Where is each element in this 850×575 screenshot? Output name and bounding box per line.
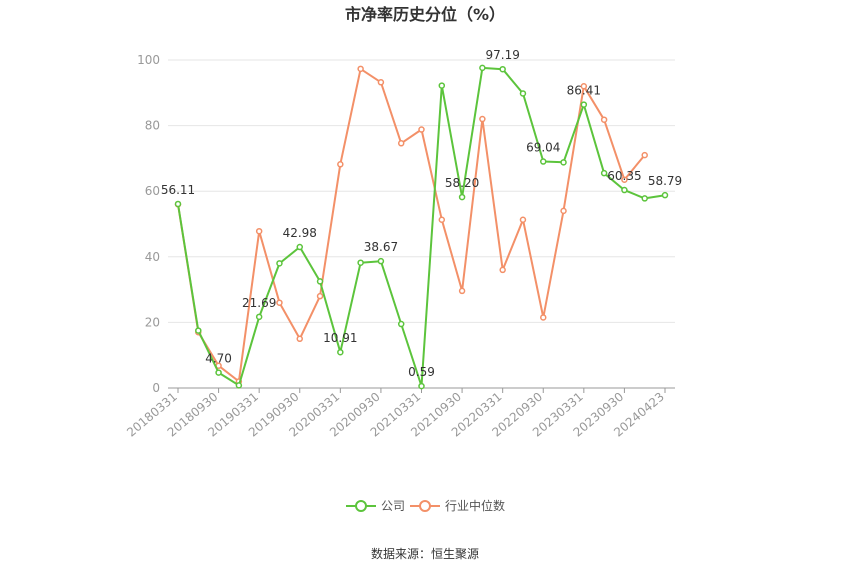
legend-item-industry-median[interactable]: 行业中位数: [410, 498, 505, 513]
data-point[interactable]: [296, 335, 303, 343]
series-line: [177, 66, 666, 388]
legend-industry-label: 行业中位数: [445, 498, 505, 513]
legend-company-label: 公司: [381, 499, 405, 513]
data-point[interactable]: [296, 243, 303, 251]
legend-industry-swatch-marker: [419, 500, 431, 512]
axes: 0204060801002018033120180930201903312019…: [124, 53, 675, 440]
data-source: 数据来源：恒生聚源: [371, 546, 479, 561]
series-0: [174, 64, 669, 390]
data-point[interactable]: [276, 260, 283, 267]
data-point[interactable]: [397, 320, 405, 328]
data-point[interactable]: [377, 257, 385, 265]
data-point[interactable]: [560, 159, 567, 166]
data-point[interactable]: [357, 259, 364, 266]
data-point[interactable]: [661, 191, 669, 199]
series-lines: [174, 64, 669, 390]
data-point[interactable]: [519, 216, 527, 223]
data-point[interactable]: [438, 82, 446, 89]
series-line: [177, 67, 646, 383]
legend-item-company[interactable]: 公司: [346, 499, 405, 513]
data-point[interactable]: [540, 314, 547, 321]
y-tick-label: 0: [152, 381, 160, 395]
data-point[interactable]: [418, 126, 425, 133]
data-point[interactable]: [255, 313, 263, 321]
y-tick-label: 100: [137, 53, 160, 67]
data-label: 38.67: [364, 240, 398, 254]
data-point[interactable]: [641, 151, 648, 159]
data-point[interactable]: [600, 116, 608, 123]
data-label: 10.91: [323, 331, 357, 345]
legend-company-swatch-marker: [355, 500, 367, 512]
data-point[interactable]: [479, 115, 486, 123]
y-tick-label: 80: [145, 119, 160, 133]
data-label: 21.69: [242, 296, 276, 310]
data-labels: 56.11 4.70 21.69 42.98 10.91 38.67 0.59 58.20 97…: [161, 48, 682, 379]
legend: 公司 行业中位数: [346, 498, 505, 513]
data-point[interactable]: [540, 158, 547, 165]
data-label: 69.04: [526, 141, 560, 155]
data-point[interactable]: [337, 348, 344, 356]
data-point[interactable]: [600, 169, 608, 177]
data-point[interactable]: [458, 193, 466, 201]
data-point[interactable]: [215, 369, 222, 376]
data-label: 56.11: [161, 183, 195, 197]
data-point[interactable]: [499, 65, 506, 73]
chart-title: 市净率历史分位（%）: [345, 5, 505, 24]
y-tick-label: 20: [145, 315, 160, 329]
data-point[interactable]: [174, 200, 182, 208]
data-label: 86.41: [567, 84, 601, 98]
data-point[interactable]: [255, 227, 263, 235]
data-label: 4.70: [205, 352, 232, 366]
data-point[interactable]: [621, 176, 628, 183]
y-tick-label: 40: [145, 250, 160, 264]
data-point[interactable]: [499, 266, 506, 274]
data-label: 0.59: [408, 365, 435, 379]
data-point[interactable]: [316, 278, 324, 285]
data-point[interactable]: [519, 90, 527, 97]
data-point[interactable]: [418, 382, 425, 390]
data-point[interactable]: [235, 382, 243, 389]
data-point[interactable]: [458, 287, 466, 295]
data-point[interactable]: [337, 161, 344, 168]
data-point[interactable]: [641, 195, 648, 202]
data-label: 97.19: [485, 48, 519, 62]
data-label: 60.35: [607, 169, 641, 183]
grid: [168, 59, 675, 323]
data-point[interactable]: [357, 65, 364, 73]
data-point[interactable]: [276, 299, 283, 306]
data-label: 58.20: [445, 176, 479, 190]
data-point[interactable]: [377, 79, 385, 86]
data-point[interactable]: [560, 207, 567, 215]
series-1: [174, 65, 648, 385]
data-point[interactable]: [316, 292, 324, 300]
data-point[interactable]: [438, 216, 446, 223]
data-point[interactable]: [479, 64, 486, 72]
data-point[interactable]: [397, 140, 405, 147]
data-label: 42.98: [283, 226, 317, 240]
y-tick-label: 60: [145, 184, 160, 198]
data-label: 58.79: [648, 174, 682, 188]
data-point[interactable]: [621, 186, 628, 194]
data-point[interactable]: [195, 327, 202, 334]
data-point[interactable]: [580, 101, 588, 108]
data-point[interactable]: [580, 82, 588, 90]
